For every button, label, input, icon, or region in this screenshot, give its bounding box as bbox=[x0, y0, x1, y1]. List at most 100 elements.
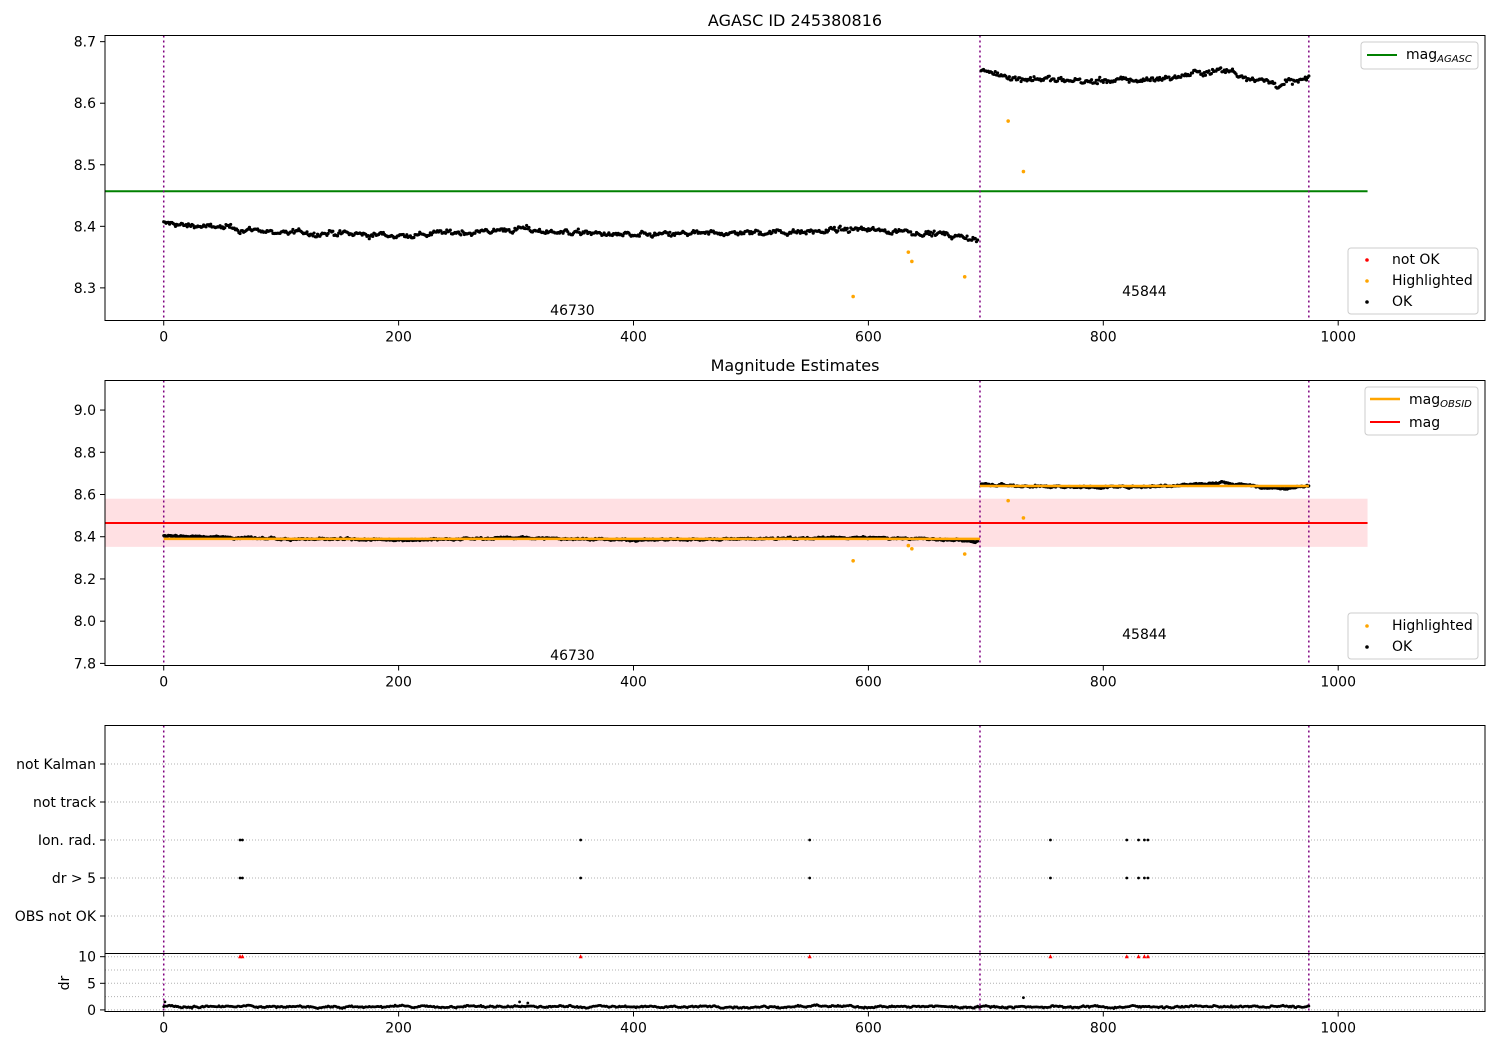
legend-label-highlighted: Highlighted bbox=[1392, 618, 1473, 634]
ok-point bbox=[1089, 78, 1094, 82]
ok-point bbox=[185, 225, 189, 229]
ok-point bbox=[443, 231, 448, 235]
y-tick-label: 7.8 bbox=[74, 656, 96, 672]
ok-point bbox=[238, 231, 242, 236]
panel2-frame bbox=[104, 380, 1486, 666]
ok-point bbox=[1207, 69, 1211, 73]
ok-point bbox=[976, 238, 980, 242]
flag-point bbox=[241, 838, 244, 842]
ok-point bbox=[1273, 81, 1277, 85]
ok-point bbox=[566, 230, 570, 234]
y-tick-label: 8.4 bbox=[74, 219, 96, 235]
y-tick-labels: 8.3 8.4 8.5 8.6 8.7 bbox=[74, 35, 96, 297]
ok-point bbox=[637, 234, 641, 238]
legend-upper: magOBSID mag bbox=[1364, 386, 1479, 436]
dr-clipped-marker bbox=[1145, 954, 1150, 959]
ok-point bbox=[461, 230, 465, 234]
ok-point bbox=[973, 236, 977, 241]
flag-point bbox=[1137, 838, 1140, 842]
ok-point bbox=[1282, 82, 1286, 87]
observation-boundaries bbox=[162, 725, 1310, 954]
x-tick-labels: 0 200 400 600 800 1000 bbox=[159, 330, 1356, 346]
ok-point bbox=[270, 229, 274, 233]
ok-point bbox=[993, 69, 997, 74]
y-tick-label: 8.0 bbox=[74, 614, 96, 630]
dr-gridlines bbox=[105, 956, 1485, 1011]
ok-point bbox=[1055, 79, 1060, 83]
legend-label-ok: OK bbox=[1392, 639, 1413, 655]
legend-label-ok: OK bbox=[1392, 294, 1413, 310]
ok-point bbox=[523, 226, 528, 231]
highlighted-point bbox=[1021, 516, 1026, 520]
observation-boundaries bbox=[162, 35, 1310, 321]
highlighted-point bbox=[910, 259, 914, 264]
ok-point bbox=[305, 230, 309, 234]
agasc-magnitude-panel: AGASC ID 245380816 8.3 8.4 8.5 8.6 8.7 0 200 4… bbox=[74, 11, 1486, 346]
dr-clipped-marker bbox=[578, 954, 583, 959]
dr-point bbox=[526, 1001, 530, 1005]
flag-point bbox=[1125, 838, 1129, 842]
flag-gridlines bbox=[100, 763, 1485, 917]
flag-point bbox=[1137, 876, 1140, 880]
ok-point bbox=[412, 235, 416, 240]
ok-point bbox=[448, 228, 452, 232]
ok-point bbox=[747, 229, 751, 233]
ok-point bbox=[909, 230, 913, 234]
flag-point bbox=[579, 838, 583, 842]
ok-point bbox=[1243, 75, 1248, 79]
dr-clipped-marker bbox=[240, 954, 245, 959]
highlighted-point bbox=[906, 543, 911, 548]
highlighted-point bbox=[962, 552, 967, 556]
flag-point bbox=[808, 876, 812, 880]
y-tick-label: 9.0 bbox=[74, 403, 96, 419]
highlighted-point bbox=[1006, 119, 1010, 123]
ok-point bbox=[1126, 77, 1130, 82]
flag-point bbox=[238, 876, 242, 880]
ok-point bbox=[1098, 75, 1102, 79]
panel1-frame bbox=[104, 35, 1486, 321]
ok-point bbox=[995, 71, 1000, 75]
ok-point bbox=[1059, 75, 1063, 80]
ok-point bbox=[367, 237, 371, 241]
y-tick-label: 8.2 bbox=[74, 572, 96, 588]
flag-points bbox=[238, 838, 1150, 880]
ok-point bbox=[695, 229, 699, 233]
ok-point bbox=[1209, 72, 1213, 76]
x-tick-label: 0 bbox=[159, 1021, 168, 1037]
highlighted-point bbox=[906, 250, 911, 254]
x-tick-label: 1000 bbox=[1320, 1021, 1356, 1037]
x-tick-label: 200 bbox=[385, 330, 412, 346]
flag-label: not Kalman bbox=[16, 757, 96, 773]
panel1-title: AGASC ID 245380816 bbox=[708, 11, 882, 30]
ok-point bbox=[1179, 75, 1183, 79]
ok-point bbox=[836, 229, 840, 233]
ok-point bbox=[1013, 75, 1017, 79]
x-tick-label: 600 bbox=[855, 675, 882, 691]
x-tick-labels: 0 200 400 600 800 1000 bbox=[159, 675, 1356, 691]
ok-point bbox=[932, 229, 936, 233]
ok-point bbox=[1094, 78, 1098, 82]
highlighted-point bbox=[851, 294, 855, 299]
x-tick-label: 600 bbox=[855, 1021, 882, 1037]
flag-point bbox=[1143, 838, 1146, 842]
legend-label-highlighted: Highlighted bbox=[1392, 273, 1473, 289]
x-tick-label: 800 bbox=[1090, 1021, 1117, 1037]
dr-point bbox=[1307, 1004, 1311, 1008]
dr-clipped-marker bbox=[1142, 954, 1147, 959]
flag-label: dr > 5 bbox=[52, 871, 96, 887]
flags-panel: not Kalman not track Ion. rad. dr > 5 OBS no… bbox=[15, 725, 1485, 954]
ok-point bbox=[1307, 74, 1311, 78]
ok-point bbox=[1230, 67, 1235, 71]
ok-point bbox=[1047, 74, 1051, 78]
ok-point bbox=[290, 230, 294, 234]
dr-clipped-marker bbox=[1048, 954, 1053, 959]
ok-point bbox=[774, 230, 778, 234]
flag-labels: not Kalman not track Ion. rad. dr > 5 OBS no… bbox=[15, 757, 97, 925]
ok-point bbox=[832, 225, 836, 229]
dr-clipped-marker bbox=[807, 954, 812, 959]
dr-points bbox=[162, 954, 1311, 1010]
ok-point bbox=[1190, 71, 1195, 75]
mag-obsid-lines bbox=[163, 484, 1309, 541]
ok-point bbox=[965, 234, 969, 238]
